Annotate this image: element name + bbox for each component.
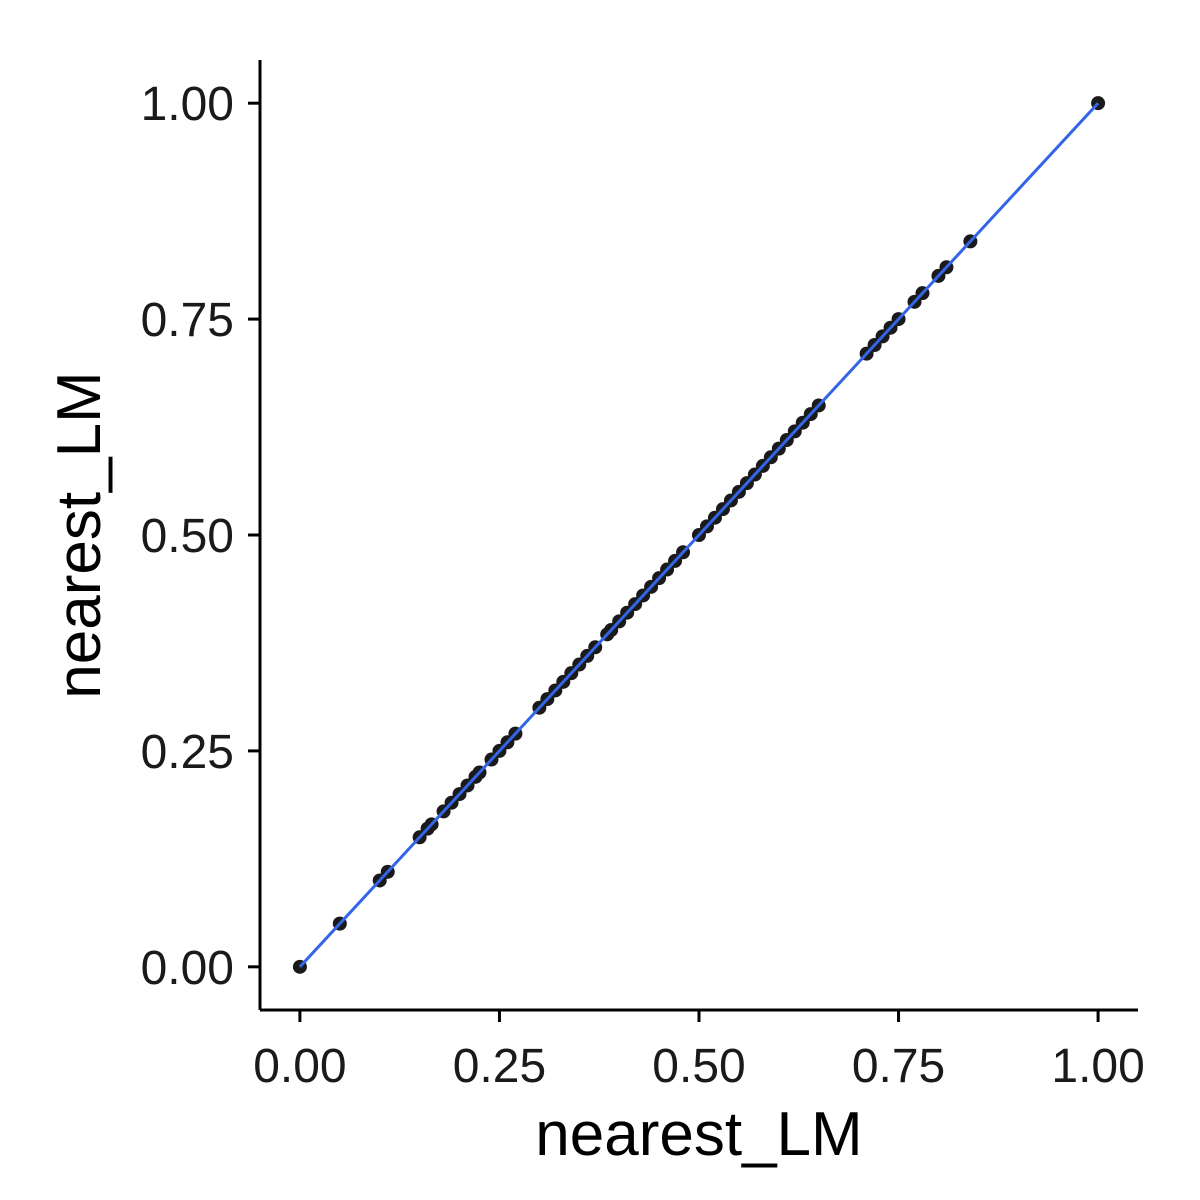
y-tick-label: 1.00	[141, 78, 234, 131]
y-tick-label: 0.00	[141, 942, 234, 995]
x-tick-label: 0.75	[852, 1040, 945, 1093]
y-tick-label: 0.75	[141, 294, 234, 347]
fit-line	[298, 102, 1100, 968]
x-tick-label: 0.50	[652, 1040, 745, 1093]
x-tick-label: 0.25	[453, 1040, 546, 1093]
x-tick-label: 1.00	[1051, 1040, 1144, 1093]
y-tick-label: 0.25	[141, 726, 234, 779]
y-axis-title: nearest_LM	[45, 371, 114, 698]
x-axis-title: nearest_LM	[535, 1100, 862, 1169]
x-axis-ticks: 0.00 0.25 0.50 0.75 1.00	[253, 1010, 1145, 1093]
x-tick-label: 0.00	[253, 1040, 346, 1093]
y-axis-ticks: 0.00 0.25 0.50 0.75 1.00	[141, 78, 260, 995]
y-tick-label: 0.50	[141, 510, 234, 563]
